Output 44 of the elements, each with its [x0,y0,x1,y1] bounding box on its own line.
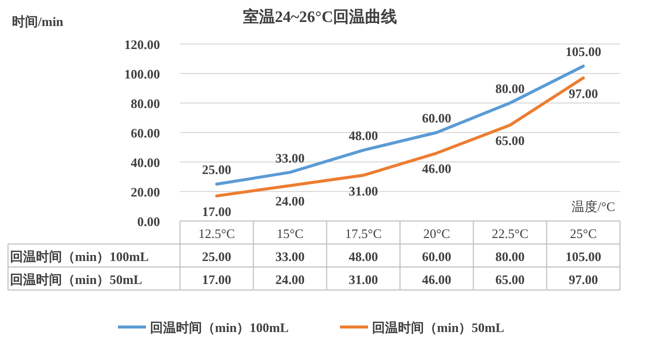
x-tick-label: 25°C [570,226,597,241]
data-label: 65.00 [495,272,525,287]
text: 105.00 [565,44,602,60]
text: 25.00 [202,162,232,178]
text: 80.00 [495,81,525,96]
data-label: 80.00 [495,249,525,264]
y-tick-label: 60.00 [130,126,160,140]
y-axis-title: 时间/min [12,14,64,29]
data-label: 17.00 [202,272,232,287]
data-label: 24.00 [275,272,305,287]
x-tick-label: 17.5°C [345,226,382,241]
text: 回温时间（min）50mL [10,272,142,287]
y-tick-label: 120.00 [124,37,160,52]
text: 97.00 [568,86,598,101]
x-tick-label: 20°C [423,226,450,241]
chart-title: 室温24~26°C回温曲线 [242,7,398,26]
data-label: 25.00 [202,249,232,264]
x-tick-label: 12.5°C [198,226,235,241]
text: 48.00 [348,128,378,144]
data-label: 60.00 [422,249,452,264]
x-axis-title: 温度/°C [572,199,615,214]
y-tick-label: 40.00 [130,155,160,170]
data-label: 48.00 [348,249,378,264]
text: 33.00 [275,150,305,166]
y-tick-label: 0.00 [137,214,160,229]
x-tick-label: 15°C [276,226,304,241]
data-label: 33.00 [275,249,305,264]
text: 回温时间（min）100mL [10,249,149,264]
data-label: 31.00 [348,272,378,287]
y-tick-label: 20.00 [130,184,160,200]
text: 24.00 [275,194,305,209]
data-label: 105.00 [565,249,602,264]
legend-label: 回温时间（min）50mL [372,320,504,335]
text: 60.00 [422,110,452,126]
legend-label: 回温时间（min）100mL [150,320,289,335]
text: 31.00 [348,183,378,198]
data-label: 97.00 [568,272,598,287]
x-tick-label: 22.5°C [492,226,528,241]
data-label: 46.00 [422,272,452,287]
text: 46.00 [422,161,452,176]
text: 17.00 [202,204,232,219]
text: 65.00 [495,133,525,148]
y-tick-label: 80.00 [130,96,160,111]
y-tick-label: 100.00 [124,66,160,82]
